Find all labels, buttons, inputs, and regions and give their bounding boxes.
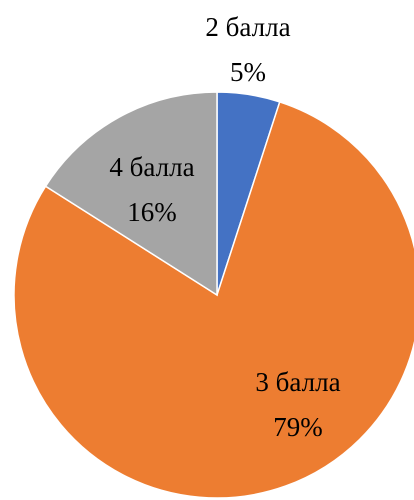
slice-value-label: 79% bbox=[273, 412, 323, 442]
slice-name-label: 4 балла bbox=[109, 152, 194, 182]
slice-name-label: 2 балла bbox=[205, 12, 290, 42]
pie-slice bbox=[44, 91, 218, 297]
pie-slice bbox=[13, 100, 414, 499]
slice-value-label: 16% bbox=[127, 197, 177, 227]
slice-value-label: 5% bbox=[230, 57, 266, 87]
slice-name-label: 3 балла bbox=[255, 367, 340, 397]
